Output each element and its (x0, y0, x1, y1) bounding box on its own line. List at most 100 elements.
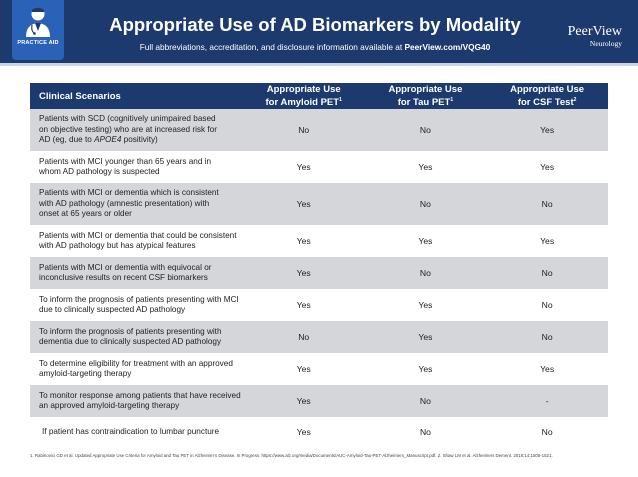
amyloid-value: Yes (296, 300, 311, 310)
tau-value: No (419, 396, 431, 406)
csf-value: - (545, 396, 549, 406)
csf-value: Yes (540, 364, 555, 374)
practice-aid-badge: PRACTICE AID (12, 0, 64, 60)
table-row: To inform the prognosis of patients pres… (30, 321, 608, 353)
footnote-ref: 2 (573, 96, 577, 103)
header-line1: Appropriate Use (266, 83, 341, 95)
page-subtitle: Full abbreviations, accreditation, and d… (80, 42, 550, 52)
tau-value: Yes (418, 162, 433, 172)
header-clinical-scenarios: Clinical Scenarios (39, 90, 121, 102)
csf-value: No (541, 268, 553, 278)
tau-value: Yes (418, 236, 433, 246)
scenario-line: due to clinically suspected AD pathology (39, 305, 186, 314)
csf-value: No (541, 199, 553, 209)
scenario-line: AD (eg, due to APOE4 positivity) (39, 135, 243, 145)
scenario-line: To monitor response among patients that … (39, 390, 241, 400)
brand-name: PeerView (567, 24, 622, 39)
scenario-text: positivity) (121, 135, 158, 145)
scenario-line: with AD pathology but has atypical featu… (39, 241, 196, 250)
header-line2: for Tau PET1 (398, 95, 453, 108)
amyloid-value: Yes (296, 162, 311, 172)
amyloid-value: Yes (296, 236, 311, 246)
scenario-line: inconclusive results on recent CSF bioma… (39, 273, 208, 282)
header-line1: Appropriate Use (510, 83, 585, 95)
table-row: To inform the prognosis of patients pres… (30, 289, 608, 321)
csf-value: Yes (540, 125, 555, 135)
csf-value: Yes (540, 236, 555, 246)
scenario-cell: To inform the prognosis of patients pres… (30, 295, 243, 316)
tau-value: No (419, 268, 431, 278)
scenario-line: amyloid-targeting therapy (39, 369, 132, 378)
scenario-line: If patient has contraindication to lumba… (42, 426, 220, 436)
table-header: Clinical Scenarios Appropriate Use for A… (30, 83, 608, 109)
header-line2: for CSF Test2 (518, 95, 577, 108)
table-row: Patients with MCI or dementia that could… (30, 225, 608, 257)
scenario-cell: Patients with SCD (cognitively unimpaire… (30, 114, 243, 145)
footnote-ref: 1 (450, 96, 454, 103)
scenario-line: To inform the prognosis of patients pres… (39, 326, 222, 336)
amyloid-value: Yes (296, 199, 311, 209)
table-row: To monitor response among patients that … (30, 385, 608, 417)
badge-label: PRACTICE AID (17, 40, 59, 46)
table-row: Patients with SCD (cognitively unimpaire… (30, 109, 608, 151)
scenario-line: Patients with SCD (cognitively unimpaire… (39, 114, 216, 124)
csf-value: No (541, 332, 553, 342)
scenario-line: with AD pathology (amnestic presentation… (39, 198, 210, 208)
page-title: Appropriate Use of AD Biomarkers by Moda… (109, 14, 521, 35)
scenario-line: Patients with MCI or dementia with equiv… (39, 262, 212, 272)
amyloid-value: Yes (296, 396, 311, 406)
brand-sub: Neurology (589, 39, 622, 48)
table-row: To determine eligibility for treatment w… (30, 353, 608, 385)
scenario-line: an approved amyloid-targeting therapy (39, 401, 180, 410)
scenario-line: dementia due to clinically suspected AD … (39, 337, 222, 346)
header-line1: Appropriate Use (388, 83, 463, 95)
scenario-cell: Patients with MCI or dementia with equiv… (30, 263, 243, 284)
header-text: for Tau PET (397, 97, 451, 109)
tau-value: No (419, 199, 431, 209)
scenario-cell: Patients with MCI or dementia which is c… (30, 188, 243, 219)
header-csf-test: Appropriate Use for CSF Test2 (486, 83, 608, 109)
table-row: Patients with MCI younger than 65 years … (30, 151, 608, 183)
csf-value: No (541, 427, 553, 437)
scenario-line: whom AD pathology is suspected (39, 167, 160, 176)
header-line2: for Amyloid PET1 (266, 95, 342, 108)
scenario-gene: APOE4 (94, 135, 122, 145)
brand-logo: PeerView Neurology (567, 24, 622, 49)
csf-value: No (541, 300, 553, 310)
scenario-text: AD (eg, due to (39, 135, 95, 145)
header-amyloid-pet: Appropriate Use for Amyloid PET1 (243, 83, 365, 109)
tau-value: No (419, 427, 431, 437)
tau-value: Yes (418, 300, 433, 310)
amyloid-value: No (298, 125, 310, 135)
scenario-line: To determine eligibility for treatment w… (39, 358, 233, 368)
amyloid-value: No (298, 332, 310, 342)
header-tau-pet: Appropriate Use for Tau PET1 (365, 83, 487, 109)
scenario-cell: Patients with MCI or dementia that could… (30, 231, 243, 252)
tau-value: Yes (418, 332, 433, 342)
amyloid-value: Yes (296, 364, 311, 374)
scenario-cell: To monitor response among patients that … (30, 391, 243, 412)
header-text: for CSF Test (517, 97, 574, 109)
table-row: If patient has contraindication to lumba… (30, 417, 608, 447)
subtitle-link[interactable]: PeerView.com/VQG40 (404, 42, 491, 52)
scenario-cell: If patient has contraindication to lumba… (30, 427, 243, 437)
references-footnote: 1. Rabinovici GD et al. Updated Appropri… (30, 453, 553, 458)
doctor-icon (26, 7, 50, 37)
scenario-line: To inform the prognosis of patients pres… (39, 294, 239, 304)
scenario-cell: To determine eligibility for treatment w… (30, 359, 243, 380)
header-banner: PRACTICE AID Appropriate Use of AD Bioma… (0, 0, 638, 66)
scenario-line: Patients with MCI or dementia which is c… (39, 188, 219, 198)
tau-value: Yes (418, 364, 433, 374)
table-row: Patients with MCI or dementia which is c… (30, 183, 608, 225)
scenario-line: Patients with MCI or dementia that could… (39, 230, 237, 240)
scenario-cell: To inform the prognosis of patients pres… (30, 327, 243, 348)
scenario-cell: Patients with MCI younger than 65 years … (30, 157, 243, 178)
amyloid-value: Yes (296, 427, 311, 437)
scenario-line: onset at 65 years or older (39, 209, 132, 219)
csf-value: Yes (540, 162, 555, 172)
scenario-line: Patients with MCI younger than 65 years … (39, 156, 212, 166)
footnote-ref: 1 (339, 96, 342, 103)
scenario-line: on objective testing) who are at increas… (39, 124, 217, 134)
header-text: for Amyloid PET (265, 97, 340, 109)
amyloid-value: Yes (296, 268, 311, 278)
